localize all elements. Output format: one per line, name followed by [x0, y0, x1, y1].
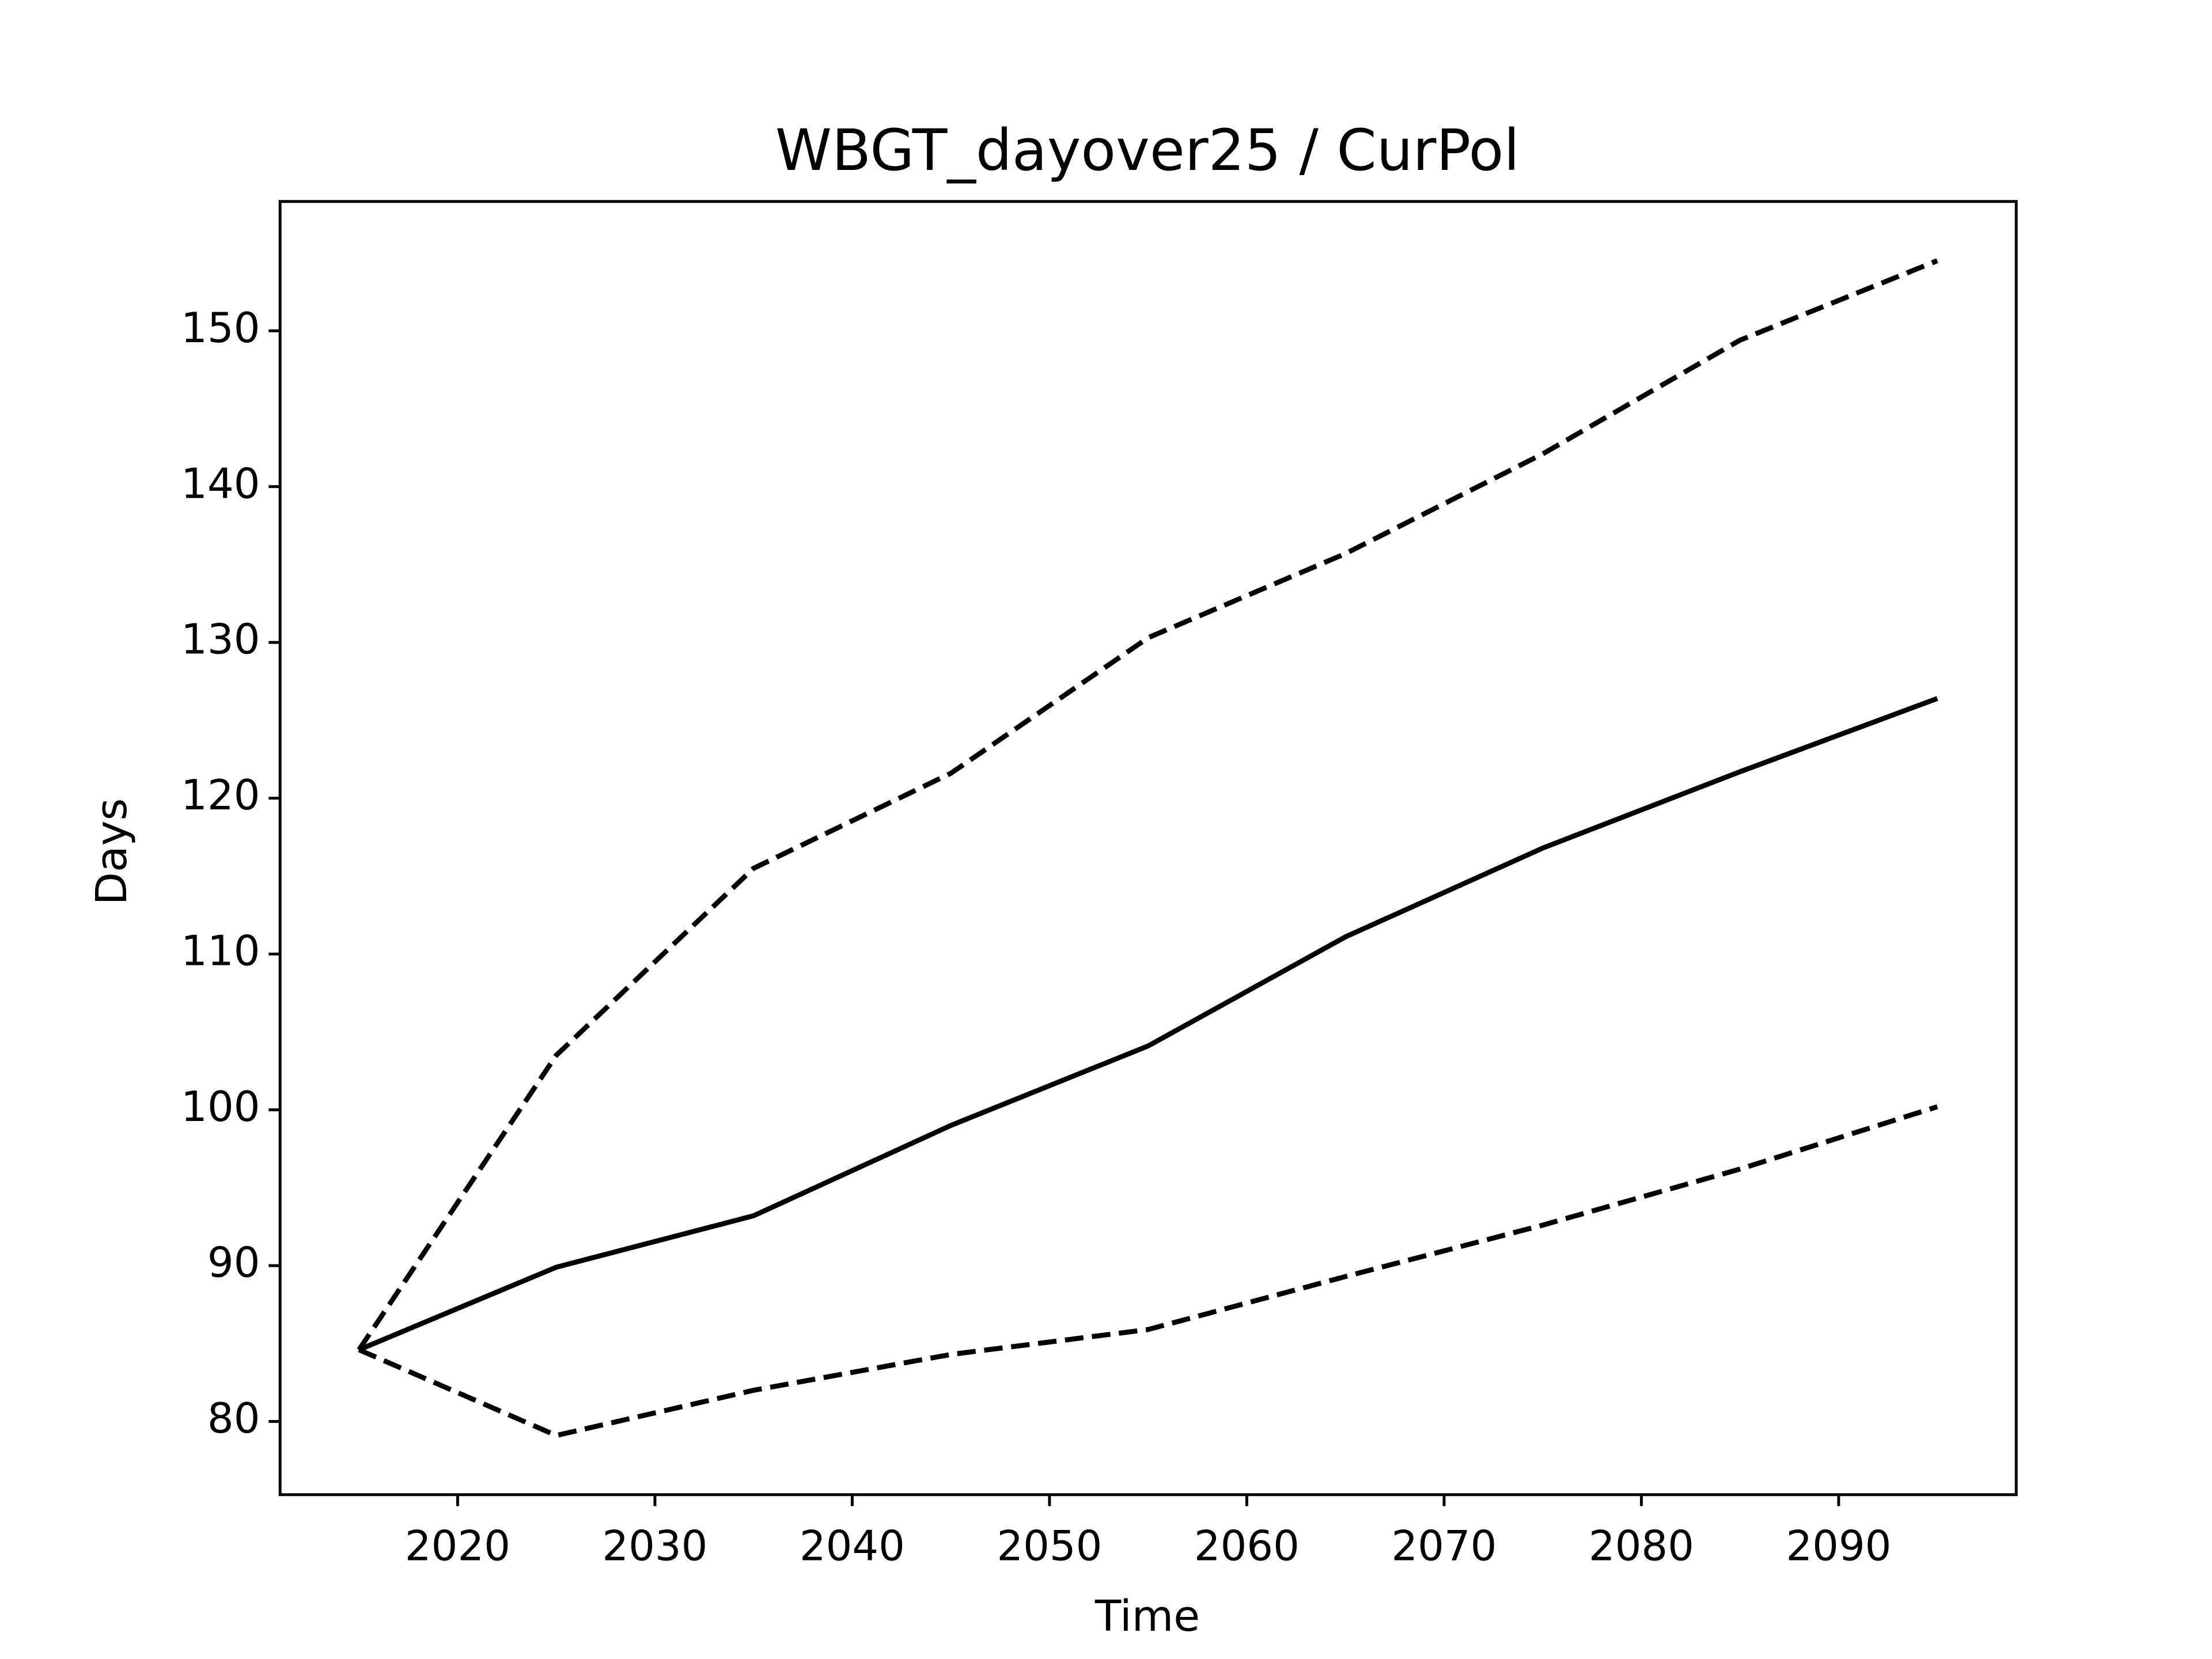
x-tick-label: 2050 [997, 1522, 1102, 1570]
x-axis-label: Time [1094, 1591, 1200, 1641]
y-tick-label: 140 [181, 459, 260, 507]
x-tick-label: 2090 [1786, 1522, 1891, 1570]
x-tick-label: 2060 [1194, 1522, 1300, 1570]
line-series [358, 696, 1938, 1353]
x-tick-label: 2070 [1391, 1522, 1497, 1570]
x-tick-label: 2030 [602, 1522, 707, 1570]
y-tick-label: 110 [181, 927, 260, 975]
y-axis-label: Days [86, 798, 137, 906]
y-tick-label: 80 [207, 1394, 260, 1442]
line-series [357, 258, 1938, 1351]
y-tick-label: 130 [181, 615, 260, 664]
y-tick-label: 100 [181, 1082, 260, 1131]
chart-title: WBGT_dayover25 / CurPol [775, 118, 1520, 184]
x-tick-label: 2080 [1589, 1522, 1694, 1570]
y-tick-label: 120 [181, 771, 260, 819]
plot-frame [278, 200, 2018, 1497]
y-tick-label: 90 [207, 1238, 260, 1287]
x-tick-label: 2020 [405, 1522, 510, 1570]
x-tick-label: 2040 [800, 1522, 905, 1570]
y-tick-label: 150 [181, 304, 260, 352]
line-series [358, 1104, 1938, 1438]
